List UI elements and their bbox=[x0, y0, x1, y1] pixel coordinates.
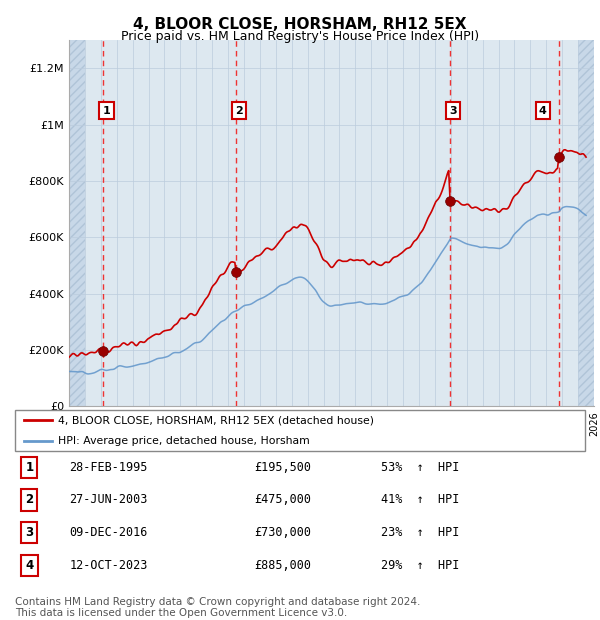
Text: £730,000: £730,000 bbox=[254, 526, 311, 539]
Text: 53%  ↑  HPI: 53% ↑ HPI bbox=[380, 461, 459, 474]
Text: £475,000: £475,000 bbox=[254, 494, 311, 507]
Text: 23%  ↑  HPI: 23% ↑ HPI bbox=[380, 526, 459, 539]
Text: 09-DEC-2016: 09-DEC-2016 bbox=[70, 526, 148, 539]
Text: 41%  ↑  HPI: 41% ↑ HPI bbox=[380, 494, 459, 507]
Text: Contains HM Land Registry data © Crown copyright and database right 2024.
This d: Contains HM Land Registry data © Crown c… bbox=[15, 596, 421, 618]
Text: 4, BLOOR CLOSE, HORSHAM, RH12 5EX (detached house): 4, BLOOR CLOSE, HORSHAM, RH12 5EX (detac… bbox=[58, 415, 374, 425]
FancyBboxPatch shape bbox=[15, 410, 585, 451]
Text: 4: 4 bbox=[539, 105, 547, 116]
Text: 29%  ↑  HPI: 29% ↑ HPI bbox=[380, 559, 459, 572]
Text: HPI: Average price, detached house, Horsham: HPI: Average price, detached house, Hors… bbox=[58, 436, 310, 446]
Text: 28-FEB-1995: 28-FEB-1995 bbox=[70, 461, 148, 474]
Text: 2: 2 bbox=[25, 494, 34, 507]
Text: £885,000: £885,000 bbox=[254, 559, 311, 572]
Text: £195,500: £195,500 bbox=[254, 461, 311, 474]
Text: 4: 4 bbox=[25, 559, 34, 572]
Bar bbox=[69, 40, 85, 406]
Text: 3: 3 bbox=[449, 105, 457, 116]
Text: 12-OCT-2023: 12-OCT-2023 bbox=[70, 559, 148, 572]
Text: 1: 1 bbox=[103, 105, 110, 116]
Text: 4, BLOOR CLOSE, HORSHAM, RH12 5EX: 4, BLOOR CLOSE, HORSHAM, RH12 5EX bbox=[133, 17, 467, 32]
Bar bbox=[578, 40, 594, 406]
Text: Price paid vs. HM Land Registry's House Price Index (HPI): Price paid vs. HM Land Registry's House … bbox=[121, 30, 479, 43]
Text: 1: 1 bbox=[25, 461, 34, 474]
Text: 27-JUN-2003: 27-JUN-2003 bbox=[70, 494, 148, 507]
Text: 2: 2 bbox=[235, 105, 243, 116]
Text: 3: 3 bbox=[25, 526, 34, 539]
